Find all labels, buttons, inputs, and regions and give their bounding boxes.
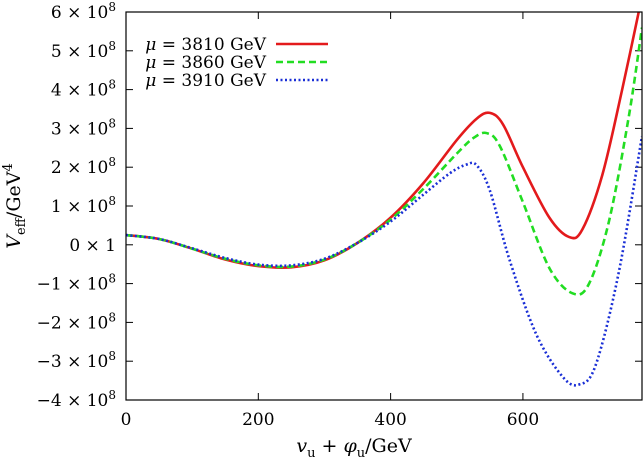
y-tick-label: 0 × 1 [69,236,116,256]
x-tick-label: 200 [242,410,274,430]
series-line-3 [126,135,642,387]
x-tick-label: 600 [507,410,539,430]
series-line-2 [126,27,642,296]
y-tick-label: 1 × 108 [51,194,116,217]
y-tick-label: 4 × 108 [51,78,116,101]
legend-label-2: μ = 3860 GeV [145,53,266,73]
y-tick-label: 3 × 108 [51,116,116,139]
y-tick-label: 2 × 108 [51,155,116,178]
ticks-layer: 6 × 108 5 × 108 4 × 108 3 × 108 2 × 108 1 × 1… [37,0,642,430]
y-tick-label: −4 × 108 [37,388,116,411]
x-tick-label: 0 [121,410,132,430]
y-axis-label: Veff/GeV4 [1,163,29,249]
labels-layer: vu + φu/GeV Veff/GeV4 [1,163,412,459]
y-tick-label: −2 × 108 [37,310,116,333]
y-tick-label: −1 × 108 [37,272,116,295]
y-tick-label: 6 × 108 [51,0,116,23]
legend-label-3: μ = 3910 GeV [145,71,266,91]
legend-label-1: μ = 3810 GeV [145,35,266,55]
x-axis-label: vu + φu/GeV [296,435,412,459]
series-layer [126,12,642,387]
y-tick-label: −3 × 108 [37,349,116,372]
y-tick-label: 5 × 108 [51,39,116,62]
x-tick-label: 400 [374,410,406,430]
plot-frame [125,11,643,401]
